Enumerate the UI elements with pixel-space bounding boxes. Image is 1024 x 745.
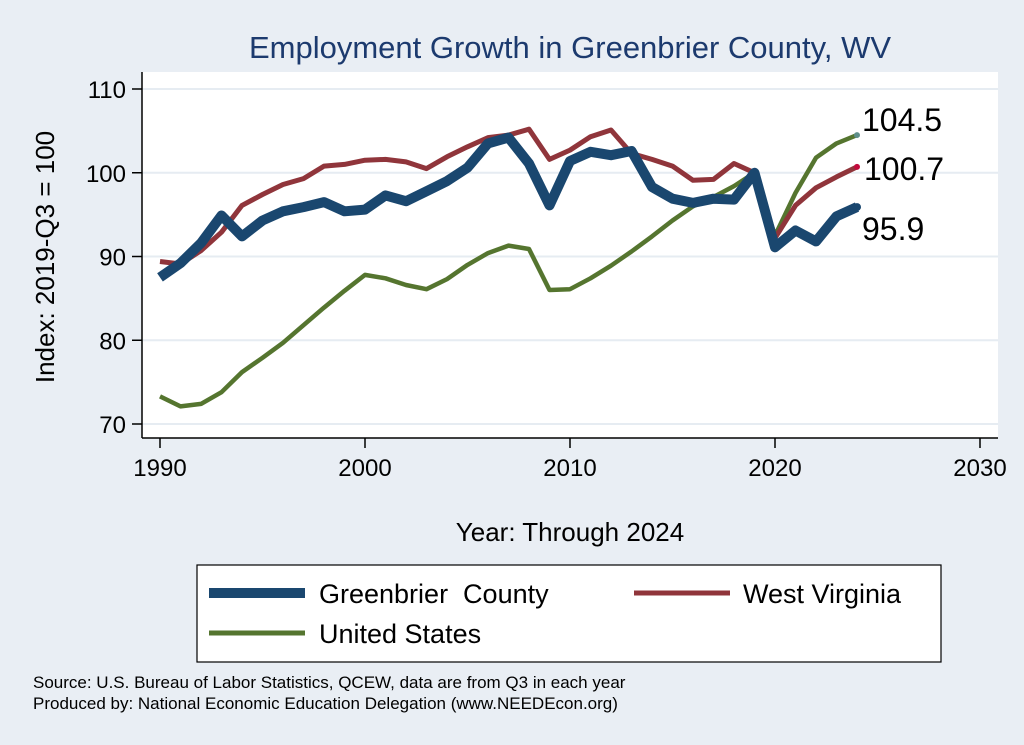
y-tick-label: 80 [99, 328, 126, 355]
legend [196, 564, 942, 663]
end-value-label: 104.5 [862, 102, 942, 138]
y-tick-label: 70 [99, 412, 126, 439]
legend-label-greenbrier: Greenbrier County [319, 579, 549, 609]
x-tick-label: 1990 [133, 455, 186, 482]
end-point [853, 203, 861, 212]
y-tick-label: 110 [88, 77, 126, 104]
end-point [854, 132, 860, 139]
series-lines [157, 126, 860, 409]
y-tick-label: 90 [99, 245, 126, 272]
x-tick-label: 2010 [543, 455, 596, 482]
legend-label-united-states: United States [319, 619, 481, 649]
y-axis-title: Index: 2019-Q3 = 100 [30, 131, 60, 383]
end-value-label: 95.9 [862, 211, 924, 247]
chart-title: Employment Growth in Greenbrier County, … [249, 30, 891, 65]
x-tick-label: 2000 [338, 455, 391, 482]
legend-label-west-virginia: West Virginia [743, 579, 902, 609]
x-axis-title: Year: Through 2024 [456, 517, 684, 547]
x-tick-label: 2030 [953, 455, 1006, 482]
end-value-label: 100.7 [864, 151, 944, 187]
x-ticks: 1990 2000 2010 2020 2030 [133, 438, 1007, 482]
series-line-2 [159, 133, 858, 409]
source-note: Source: U.S. Bureau of Labor Statistics,… [33, 673, 626, 692]
end-point [854, 163, 860, 170]
x-tick-label: 2020 [748, 455, 801, 482]
series-line-0 [157, 132, 860, 282]
end-dots [853, 132, 861, 212]
end-labels: 104.5 100.7 95.9 [862, 102, 944, 247]
y-ticks: 70 80 90 100 110 [86, 77, 142, 439]
y-tick-label: 100 [86, 161, 126, 188]
producer-note: Produced by: National Economic Education… [33, 694, 618, 713]
